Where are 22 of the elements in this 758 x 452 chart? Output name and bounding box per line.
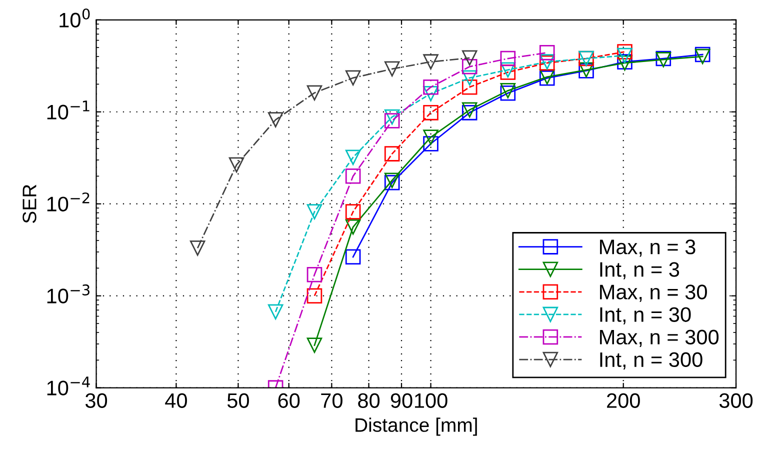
- x-tick-label: 300: [719, 393, 753, 408]
- legend-label: Int, n = 300: [600, 352, 702, 370]
- x-tick-label: 80: [358, 393, 380, 408]
- legend-label: Max, n = 300: [600, 330, 719, 347]
- x-tick-label: 100: [414, 393, 448, 408]
- x-tick-label: 90: [390, 393, 412, 408]
- x-tick-label: 60: [278, 393, 300, 408]
- x-tick-label: 70: [321, 393, 342, 408]
- x-tick-label: 40: [165, 393, 187, 408]
- y-axis-title: SER: [22, 184, 36, 223]
- x-tick-label: 50: [227, 393, 249, 408]
- y-tick-label: 10$^{−1}$: [47, 100, 90, 120]
- legend-label: Int, n = 3: [600, 262, 680, 280]
- x-tick-label: 30: [85, 393, 108, 408]
- y-tick-label: 10$^{−3}$: [47, 284, 90, 304]
- y-tick-label: 10$^{−2}$: [47, 192, 90, 212]
- y-tick-label: 10$^{0}$: [60, 8, 90, 28]
- legend-label: Int, n = 30: [600, 307, 691, 324]
- legend-label: Max, n = 30: [600, 284, 707, 302]
- x-tick-label: 200: [607, 393, 640, 408]
- x-axis-title: Distance [mm]: [356, 418, 477, 436]
- legend-label: Max, n = 3: [600, 240, 696, 257]
